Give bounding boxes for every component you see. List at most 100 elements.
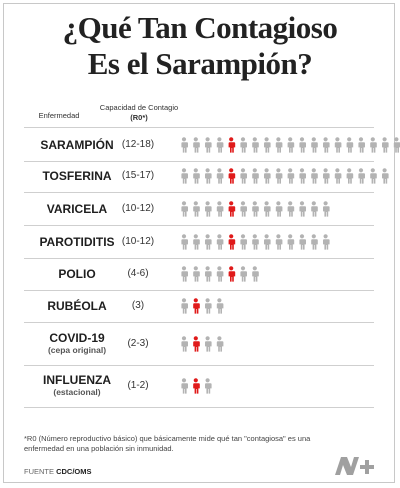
person-icon <box>393 136 400 153</box>
disease-name-label: VARICELA <box>46 201 108 216</box>
person-icon <box>228 233 236 250</box>
person-icon <box>334 136 342 153</box>
disease-name: COVID-19 (cepa original) <box>24 331 130 356</box>
footnote: *R0 (Número reproductivo básico) que bás… <box>24 434 311 453</box>
person-icon <box>240 168 247 184</box>
person-icon <box>204 168 212 184</box>
contagion-range: (2-3) <box>127 337 149 349</box>
person-icon <box>240 136 247 153</box>
person-icon <box>216 266 224 282</box>
person-icon <box>228 168 236 184</box>
n-plus-logo: N+ <box>335 457 374 475</box>
person-icon <box>192 266 200 282</box>
column-header-capacity-line2: (R0*) <box>130 113 148 122</box>
person-icon <box>310 168 318 184</box>
person-icon <box>204 136 212 153</box>
person-icon <box>322 168 330 184</box>
contagion-icons <box>181 266 259 282</box>
person-icon <box>251 136 259 153</box>
person-icon <box>228 200 236 217</box>
person-icon <box>240 233 247 250</box>
person-icon <box>181 298 188 314</box>
person-icon <box>381 136 389 153</box>
disease-name-label: TOSFERINA <box>42 169 112 183</box>
person-icon <box>216 335 224 352</box>
person-icon <box>181 136 188 153</box>
contagion-icons <box>181 200 330 217</box>
person-icon <box>216 200 224 217</box>
person-icon <box>192 335 200 352</box>
person-icon <box>240 266 247 282</box>
person-icon <box>216 136 224 153</box>
person-icon <box>299 233 306 250</box>
contagion-icons <box>181 168 389 184</box>
person-icon <box>228 266 236 282</box>
person-icon <box>181 200 188 217</box>
disease-name-label: PAROTIDITIS <box>39 234 115 249</box>
table-row: RUBÉOLA (3) <box>24 290 374 323</box>
contagion-range: (12-18) <box>121 138 155 150</box>
person-icon <box>251 266 259 282</box>
person-icon <box>287 200 295 217</box>
person-icon <box>369 136 377 153</box>
person-icon <box>192 378 200 394</box>
person-icon <box>358 136 365 153</box>
disease-name: PAROTIDITIS <box>24 235 130 249</box>
disease-name: INFLUENZA (estacional) <box>24 373 130 398</box>
person-icon <box>322 200 330 217</box>
source-value: CDC/OMS <box>56 467 92 476</box>
person-icon <box>263 200 271 217</box>
person-icon <box>192 298 200 314</box>
person-icon <box>216 298 224 314</box>
table-row: TOSFERINA (15-17) <box>24 160 389 193</box>
disease-name: VARICELA <box>24 202 130 216</box>
person-icon <box>181 378 188 394</box>
person-icon <box>310 233 318 250</box>
contagion-range: (10-12) <box>121 235 155 247</box>
person-icon <box>310 200 318 217</box>
table-row: COVID-19 (cepa original) (2-3) <box>24 322 374 366</box>
source-label: FUENTE <box>24 467 54 476</box>
disease-name: POLIO <box>24 267 130 281</box>
column-header-disease: Enfermedad <box>38 111 80 120</box>
person-icon <box>275 233 283 250</box>
person-icon <box>299 168 306 184</box>
table-row: INFLUENZA (estacional) (1-2) <box>24 365 374 408</box>
source: FUENTE CDC/OMS <box>24 467 92 476</box>
person-icon <box>204 378 212 394</box>
person-icon <box>287 233 295 250</box>
column-header-capacity-line1: Capacidad de Contagio <box>99 103 179 112</box>
disease-name: SARAMPIÓN <box>24 138 130 152</box>
person-icon <box>358 168 365 184</box>
person-icon <box>192 233 200 250</box>
disease-name-label: POLIO <box>58 267 96 281</box>
person-icon <box>346 168 354 184</box>
person-icon <box>192 136 200 153</box>
title-line-1: ¿Qué Tan Contagioso <box>62 10 338 45</box>
person-icon <box>275 200 283 217</box>
person-icon <box>181 335 188 352</box>
person-icon <box>251 200 259 217</box>
contagion-icons <box>181 136 400 153</box>
person-icon <box>346 136 354 153</box>
person-icon <box>322 136 330 153</box>
contagion-range: (4-6) <box>127 268 149 279</box>
contagion-icons <box>181 335 224 352</box>
person-icon <box>192 200 200 217</box>
column-header-capacity: Capacidad de Contagio (R0*) <box>96 103 182 123</box>
person-icon <box>228 136 236 153</box>
person-icon <box>299 136 306 153</box>
page-title: ¿Qué Tan Contagioso Es el Sarampión? <box>0 10 400 82</box>
person-icon <box>322 233 330 250</box>
person-icon <box>192 168 200 184</box>
person-icon <box>275 136 283 153</box>
disease-name-label: RUBÉOLA <box>47 299 107 313</box>
contagion-icons <box>181 298 224 314</box>
contagion-icons <box>181 233 330 250</box>
person-icon <box>275 168 283 184</box>
contagion-range: (10-12) <box>121 202 155 214</box>
person-icon <box>181 233 188 250</box>
contagion-range: (15-17) <box>121 170 155 181</box>
disease-subtitle: (cepa original) <box>47 344 107 355</box>
person-icon <box>181 168 188 184</box>
